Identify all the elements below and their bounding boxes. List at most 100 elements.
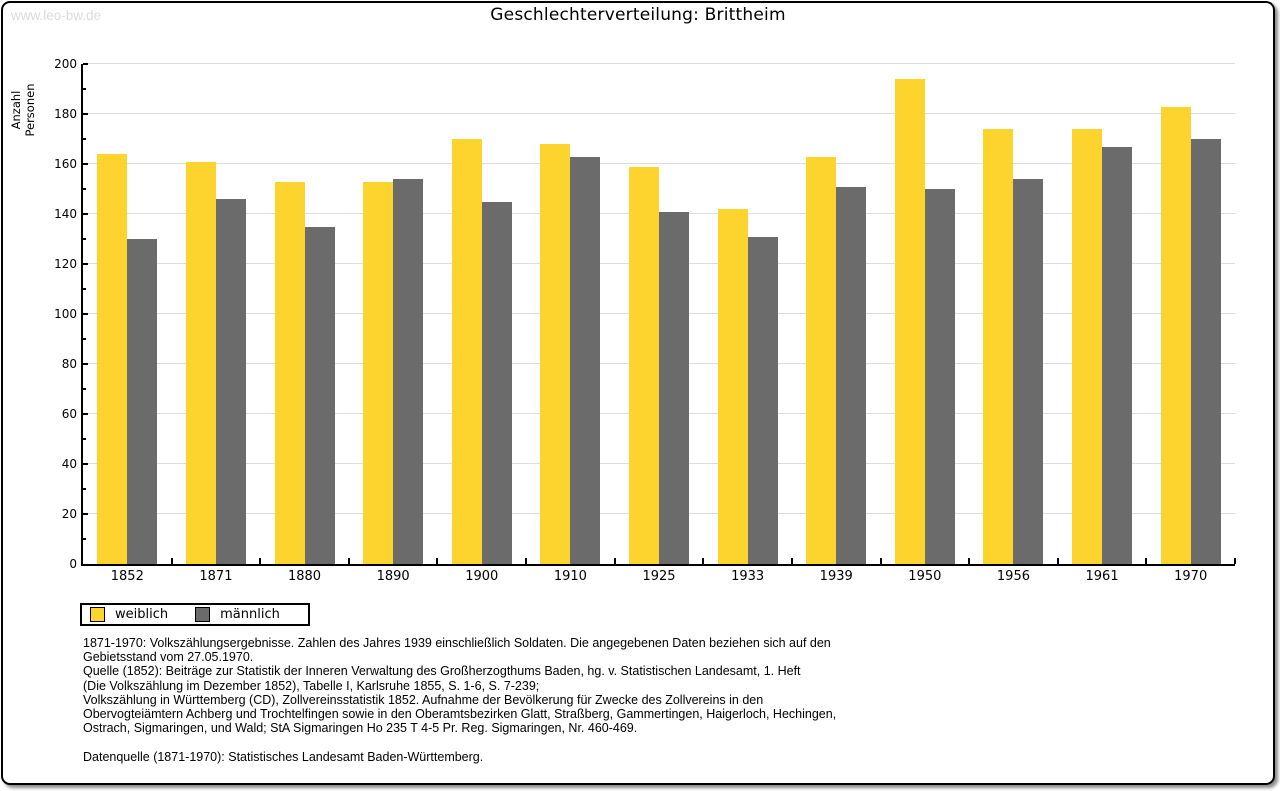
- footnotes: 1871-1970: Volkszählungsergebnisse. Zahl…: [83, 636, 836, 764]
- y-minor-tick: [83, 338, 86, 340]
- footnote-line: Volkszählung in Württemberg (CD), Zollve…: [83, 692, 764, 707]
- y-minor-tick: [83, 288, 86, 290]
- bar-männlich-1939: [836, 186, 867, 564]
- y-minor-tick: [83, 88, 86, 90]
- x-tick-label: 1933: [731, 569, 765, 584]
- bar-männlich-1961: [1102, 146, 1133, 564]
- y-tick-label: 140: [54, 207, 77, 221]
- y-tick-label: 100: [54, 307, 77, 321]
- bar-weiblich-1900: [451, 139, 482, 564]
- x-tick: [1056, 558, 1059, 564]
- bar-weiblich-1970: [1160, 106, 1191, 564]
- bar-männlich-1956: [1013, 179, 1044, 564]
- x-tick: [525, 558, 528, 564]
- y-tick-label: 180: [54, 107, 77, 121]
- legend-item-weiblich: weiblich: [90, 607, 168, 622]
- x-tick-label: 1910: [553, 569, 587, 584]
- y-major-tick: [83, 113, 88, 115]
- bar-weiblich-1939: [806, 156, 837, 564]
- x-tick: [790, 558, 793, 564]
- x-tick: [1234, 558, 1236, 564]
- x-tick-label: 1939: [819, 569, 853, 584]
- bar-männlich-1880: [304, 226, 335, 564]
- y-major-tick: [83, 513, 88, 515]
- bar-weiblich-1880: [274, 181, 305, 564]
- y-major-tick: [83, 363, 88, 365]
- bar-männlich-1910: [570, 156, 601, 564]
- chart-title: Geschlechterverteilung: Brittheim: [490, 5, 786, 25]
- legend-label: weiblich: [115, 607, 169, 622]
- x-tick: [170, 558, 173, 564]
- gridline: [83, 63, 1235, 64]
- bar-weiblich-1956: [983, 129, 1014, 564]
- bar-weiblich-1852: [97, 154, 128, 564]
- legend-label: männlich: [220, 607, 280, 622]
- bar-weiblich-1961: [1072, 129, 1103, 564]
- bar-männlich-1970: [1190, 139, 1221, 564]
- footnote-line: 1871-1970: Volkszählungsergebnisse. Zahl…: [83, 636, 831, 650]
- y-major-tick: [83, 63, 88, 65]
- x-tick: [436, 558, 439, 564]
- x-tick: [702, 558, 705, 564]
- gridline: [83, 163, 1235, 164]
- y-minor-tick: [83, 138, 86, 140]
- y-major-tick: [83, 463, 88, 465]
- legend-swatch-männlich: [195, 607, 211, 622]
- x-tick-label: 1900: [465, 569, 499, 584]
- y-tick-label: 40: [61, 457, 77, 471]
- y-tick-label: 120: [54, 257, 77, 271]
- footnote-spacer: [83, 735, 836, 749]
- legend-item-männlich: männlich: [195, 607, 280, 622]
- x-tick: [1145, 558, 1148, 564]
- y-minor-tick: [83, 488, 86, 490]
- y-minor-tick: [83, 538, 86, 540]
- bar-männlich-1933: [747, 236, 778, 564]
- footnote-line: Ostrach, Sigmaringen, und Wald; StA Sigm…: [83, 721, 638, 736]
- x-tick-label: 1852: [110, 569, 144, 584]
- bar-weiblich-1910: [540, 144, 571, 564]
- bar-männlich-1950: [924, 189, 955, 564]
- y-minor-tick: [83, 438, 86, 440]
- bar-männlich-1900: [481, 201, 512, 564]
- legend-swatch-weiblich: [90, 607, 105, 622]
- y-tick-label: 80: [61, 357, 77, 371]
- x-tick-label: 1956: [996, 569, 1030, 584]
- x-tick-label: 1961: [1085, 569, 1119, 584]
- x-tick-label: 1950: [908, 569, 942, 584]
- bar-männlich-1890: [393, 179, 424, 564]
- bar-weiblich-1871: [185, 161, 216, 564]
- y-minor-tick: [83, 388, 86, 390]
- footnote-line: (Die Volkszählung im Dezember 1852), Tab…: [83, 678, 540, 693]
- x-tick: [968, 558, 971, 564]
- x-tick: [879, 558, 882, 564]
- footnote-line: Gebietsstand vom 27.05.1970.: [83, 650, 254, 665]
- x-tick-label: 1925: [642, 569, 676, 584]
- y-major-tick: [83, 163, 88, 165]
- watermark: www.leo-bw.de: [11, 8, 102, 23]
- bar-männlich-1871: [215, 199, 246, 564]
- x-tick: [259, 558, 262, 564]
- y-tick-label: 160: [54, 157, 77, 171]
- x-tick-label: 1970: [1174, 569, 1208, 584]
- x-tick-label: 1871: [199, 569, 233, 584]
- y-tick-label: 60: [61, 407, 77, 421]
- y-tick-label: 0: [69, 557, 77, 571]
- bar-männlich-1925: [659, 211, 689, 564]
- y-tick-label: 20: [61, 507, 77, 521]
- x-tick: [613, 558, 616, 564]
- footnote-line: Datenquelle (1871-1970): Statistisches L…: [83, 749, 484, 764]
- x-tick-label: 1880: [287, 569, 322, 584]
- y-axis-title: Anzahl Personen: [9, 83, 37, 137]
- bar-weiblich-1933: [717, 209, 748, 564]
- bar-weiblich-1950: [894, 79, 925, 564]
- plot-area: [81, 63, 1236, 566]
- y-minor-tick: [83, 238, 86, 240]
- y-minor-tick: [83, 188, 86, 190]
- legend: weiblich männlich: [80, 603, 310, 626]
- gridline: [83, 113, 1235, 114]
- bar-weiblich-1925: [629, 166, 659, 564]
- footnote-line: Obervogteiämtern Achberg und Trochtelfin…: [83, 707, 837, 722]
- x-tick-label: 1890: [376, 569, 410, 584]
- bar-männlich-1852: [127, 239, 158, 564]
